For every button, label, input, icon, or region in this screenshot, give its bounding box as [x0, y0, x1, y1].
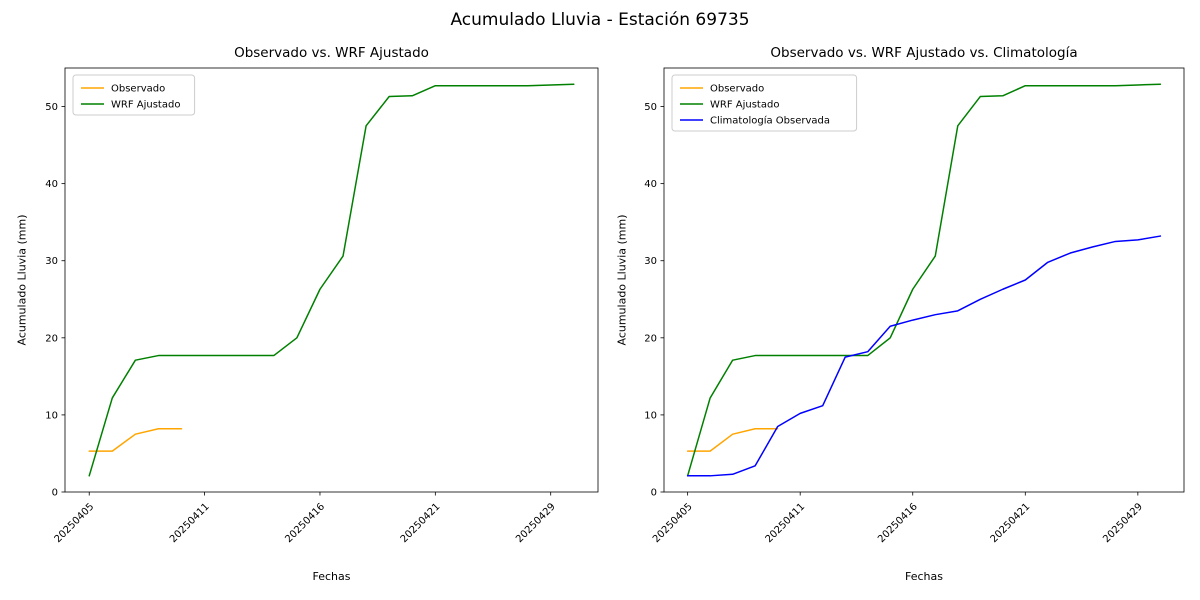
x-tick-label: 20250405 [53, 501, 97, 545]
legend-label: WRF Ajustado [111, 100, 180, 111]
right-chart-xlabel: Fechas [905, 570, 943, 583]
left-chart-xlabel: Fechas [312, 570, 351, 583]
legend-box [671, 74, 858, 132]
legend-label: Observado [111, 84, 165, 95]
x-tick-label: 20250411 [764, 501, 808, 545]
y-tick-label: 40 [45, 179, 58, 190]
y-tick-label: 0 [651, 488, 657, 499]
legend-box [72, 74, 196, 116]
legend: Observado WRF Ajustado Climatología Observ… [671, 74, 858, 132]
x-tick-label: 20250416 [876, 501, 920, 545]
y-tick-label: 0 [52, 488, 58, 499]
series-line-climatolog-a-observada [686, 235, 1162, 477]
y-tick-label: 10 [45, 410, 58, 421]
y-tick-label: 50 [45, 102, 58, 113]
x-tick-label: 20250421 [989, 501, 1033, 545]
x-tick-label: 20250421 [399, 501, 443, 545]
x-tick-label: 20250429 [514, 501, 558, 545]
legend-label: Observado [710, 84, 764, 95]
y-tick-label: 10 [644, 410, 657, 421]
series-line-wrf-ajustado [686, 83, 1162, 477]
chart-panel-1: 0 10 20 30 40 50 20250405 20250411 20250416 20250… [644, 67, 1185, 545]
y-tick-label: 40 [644, 179, 657, 190]
y-tick-label: 30 [45, 256, 58, 267]
x-tick-label: 20250405 [651, 501, 695, 545]
x-tick-label: 20250411 [168, 501, 212, 545]
right-chart-title: Observado vs. WRF Ajustado vs. Climatolo… [770, 45, 1078, 61]
axes-box [64, 67, 599, 493]
x-tick-label: 20250429 [1101, 501, 1145, 545]
series-line-observado [88, 428, 183, 452]
y-tick-label: 30 [644, 256, 657, 267]
legend: Observado WRF Ajustado [72, 74, 196, 116]
figure-title: Acumulado Lluvia - Estación 69735 [450, 10, 750, 30]
chart-panel-0: 0 10 20 30 40 50 20250405 20250411 20250416 20250… [45, 67, 599, 545]
y-tick-label: 50 [644, 102, 657, 113]
y-tick-label: 20 [644, 333, 657, 344]
series-line-observado [686, 428, 779, 452]
series-line-wrf-ajustado [88, 83, 575, 477]
axes-box [663, 67, 1185, 493]
legend-label: WRF Ajustado [710, 100, 779, 111]
legend-label: Climatología Observada [710, 115, 830, 127]
left-chart-title: Observado vs. WRF Ajustado [234, 45, 429, 61]
x-tick-label: 20250416 [283, 501, 327, 545]
y-tick-label: 20 [45, 333, 58, 344]
